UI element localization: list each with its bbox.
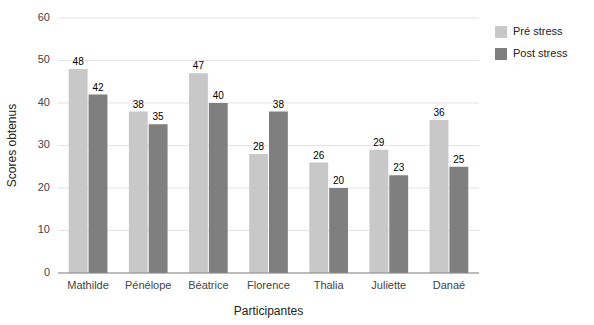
data-label: 40 — [213, 90, 225, 101]
grid — [58, 18, 479, 273]
x-tick-label: Thalia — [314, 279, 345, 291]
data-label: 38 — [273, 99, 285, 110]
grid-line — [58, 273, 479, 274]
y-tick-label: 40 — [38, 96, 50, 108]
data-label: 38 — [133, 99, 145, 110]
data-label: 29 — [373, 137, 385, 148]
bar — [189, 73, 208, 273]
chart-svg: 0 10 20 30 40 50 60 48 38 47 28 26 29 36 42 35 40 38 20 23 2… — [0, 0, 594, 325]
bar — [389, 175, 408, 273]
y-tick-label: 30 — [38, 138, 50, 150]
grid-line — [58, 230, 479, 231]
bar — [369, 150, 388, 273]
bar — [149, 124, 168, 273]
legend: Pré stress Post stress — [495, 25, 568, 60]
legend-label: Pré stress — [513, 25, 563, 37]
y-tick-label: 20 — [38, 181, 50, 193]
grid-line — [58, 60, 479, 61]
y-tick-label: 50 — [38, 53, 50, 65]
data-label: 42 — [92, 82, 104, 93]
data-label: 28 — [253, 141, 265, 152]
x-axis-line — [58, 273, 479, 274]
data-label: 48 — [73, 56, 85, 67]
x-tick-label: Mathilde — [67, 279, 109, 291]
bar — [309, 163, 328, 274]
bar — [329, 188, 348, 273]
data-label: 20 — [333, 175, 345, 186]
bar — [209, 103, 228, 273]
x-tick-label: Béatrice — [188, 279, 228, 291]
y-tick-label: 60 — [38, 11, 50, 23]
bar — [449, 167, 468, 273]
x-tick-label: Juliette — [371, 279, 406, 291]
data-labels: 48 38 47 28 26 29 36 42 35 40 38 20 23 25 — [73, 56, 465, 186]
x-tick-label: Pénélope — [125, 279, 172, 291]
grid-line — [58, 18, 479, 19]
data-label: 26 — [313, 150, 325, 161]
grid-line — [58, 103, 479, 104]
grid-line — [58, 145, 479, 146]
bar — [249, 154, 268, 273]
bars — [69, 69, 469, 273]
legend-swatch — [495, 26, 507, 38]
y-tick-label: 10 — [38, 223, 50, 235]
bar — [89, 95, 108, 274]
grid-line — [58, 188, 479, 189]
y-tick-label: 0 — [44, 266, 50, 278]
data-label: 47 — [193, 60, 205, 71]
x-tick-label: Florence — [247, 279, 290, 291]
x-axis-label: Participantes — [234, 304, 303, 318]
data-label: 23 — [393, 162, 405, 173]
y-axis-label: Scores obtenus — [5, 104, 19, 187]
chart-container: 0 10 20 30 40 50 60 48 38 47 28 26 29 36 42 35 40 38 20 23 2… — [0, 0, 594, 325]
x-tick-label: Danaé — [433, 279, 465, 291]
bar — [129, 112, 148, 274]
bar — [269, 112, 288, 274]
legend-label: Post stress — [513, 47, 568, 59]
data-label: 36 — [433, 107, 445, 118]
bar — [69, 69, 88, 273]
data-label: 25 — [453, 154, 465, 165]
data-label: 35 — [153, 111, 165, 122]
bar — [430, 120, 449, 273]
legend-swatch — [495, 48, 507, 60]
